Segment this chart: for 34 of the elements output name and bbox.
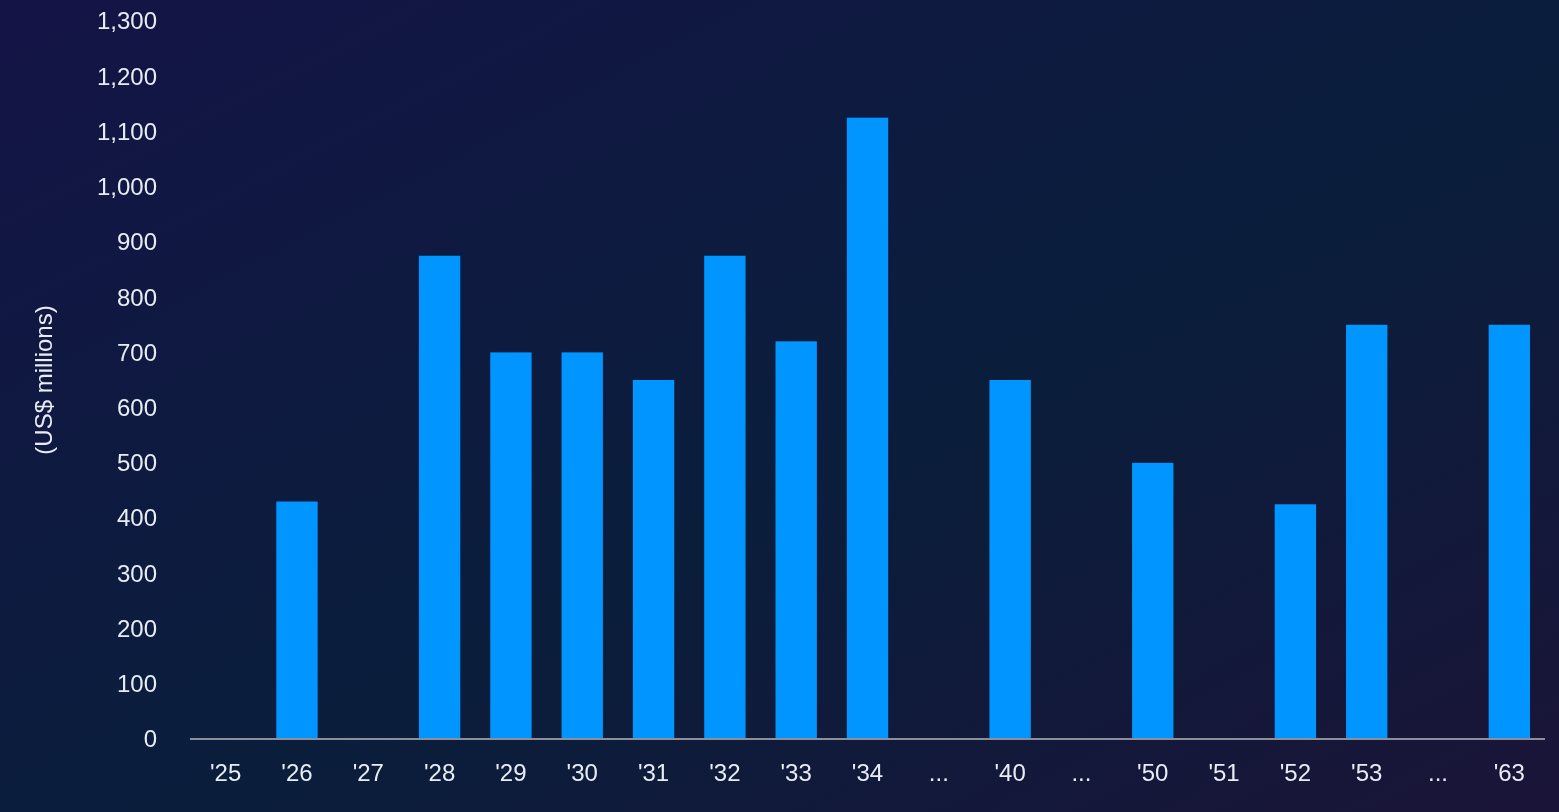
y-tick-label: 500 [116,449,157,477]
x-tick-label: '26 [281,759,313,786]
x-tick-label: ... [928,759,949,786]
x-tick-label: '51 [1208,759,1240,786]
x-tick-label: '30 [566,759,598,786]
y-tick-label: 100 [116,670,157,698]
x-tick-label: '63 [1493,759,1525,786]
y-tick-label: 300 [116,559,157,587]
y-tick-label: 900 [116,228,157,256]
y-tick-label: 1,000 [96,173,157,201]
x-tick-label: '31 [637,759,670,786]
y-tick-label: 1,100 [96,117,157,145]
x-tick-label: '33 [780,759,812,786]
x-tick-label: '40 [994,759,1026,786]
y-tick-label: 1,200 [96,62,157,90]
y-tick-label: 700 [116,338,157,366]
x-tick-label: '32 [709,759,741,786]
y-tick-label: 0 [143,725,157,753]
x-tick-label: '27 [352,759,384,786]
x-tick-label: '29 [495,759,527,786]
x-tick-label: '50 [1137,759,1169,786]
x-tick-label: '52 [1279,759,1312,786]
x-tick-label: '34 [851,759,884,786]
y-tick-label: 1,300 [96,7,157,35]
y-tick-label: 200 [116,614,157,642]
y-tick-label: 600 [116,394,157,422]
x-tick-label: ... [1071,759,1092,786]
x-tick-label: '28 [423,759,456,786]
x-tick-label: ... [1428,759,1449,786]
x-tick-label: '25 [210,759,242,786]
y-tick-label: 400 [116,504,157,532]
y-axis-title: (US$ millions) [30,305,57,455]
y-tick-label: 800 [116,283,157,311]
x-tick-label: '53 [1351,759,1383,786]
